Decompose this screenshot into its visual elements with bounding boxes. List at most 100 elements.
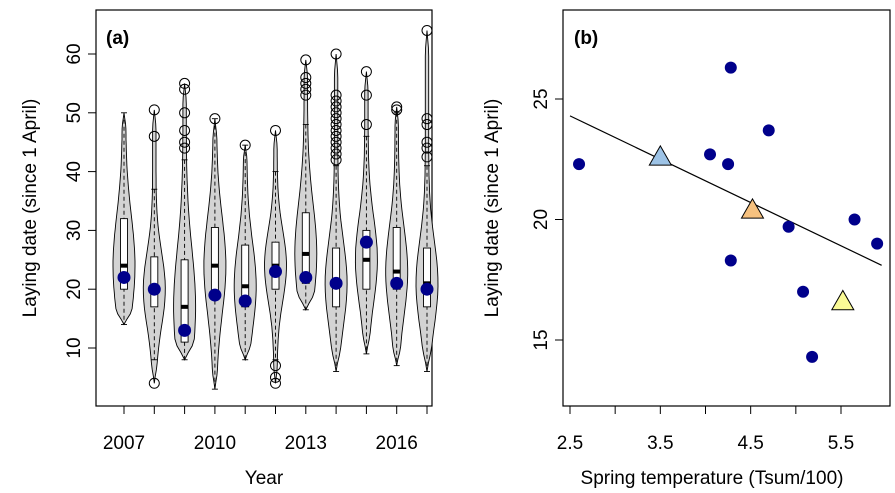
outlier-point-2014-3 <box>330 136 342 148</box>
violin-group-2016 <box>385 101 409 367</box>
violin-box-2008 <box>150 256 159 308</box>
outlier-point-2010-0 <box>209 113 221 125</box>
y-tick-label-10: 10 <box>64 337 85 358</box>
violin-body-2014 <box>324 53 348 372</box>
outlier-point-2009-5 <box>179 77 191 89</box>
mean-point-2015 <box>359 235 373 249</box>
violin-group-2017 <box>415 24 439 372</box>
outlier-point-2014-0 <box>330 154 342 166</box>
mean-point-2017 <box>420 282 434 296</box>
outlier-point-2014-11 <box>330 89 342 101</box>
violin-group-2012 <box>264 124 287 389</box>
violin-box-2009 <box>180 259 189 343</box>
outlier-point-2012-2 <box>270 360 281 372</box>
outlier-point-2014-6 <box>330 119 342 131</box>
mean-point-2008 <box>147 282 161 296</box>
outlier-point-2008-2 <box>148 104 160 116</box>
violin-group-2013 <box>294 54 318 311</box>
scatter-point-10 <box>848 213 861 226</box>
outlier-point-2013-2 <box>300 77 312 89</box>
outlier-point-2017-5 <box>421 24 433 36</box>
mean-point-2010 <box>208 288 222 302</box>
y-tick-label-25: 25 <box>531 88 552 109</box>
y-tick-label-20: 20 <box>64 279 85 300</box>
y-tick-label-15: 15 <box>531 329 552 350</box>
x-tick-label-2010: 2010 <box>194 433 236 454</box>
outlier-point-2015-2 <box>360 66 372 78</box>
violin-median-2007 <box>120 263 128 268</box>
panel-b-scatter-plot: (b) 15 20 25 2.5 3.5 4.5 5.5 Laying date (sin… <box>482 9 891 489</box>
outlier-point-2013-4 <box>300 54 312 66</box>
violin-median-2016 <box>393 269 401 274</box>
highlighted-triangle-point-1 <box>648 144 673 166</box>
mean-point-2014 <box>329 276 343 290</box>
y-tick-label-30: 30 <box>64 220 85 241</box>
violin-body-2015 <box>354 71 378 354</box>
outlier-point-2012-0 <box>270 377 281 389</box>
scatter-point-7 <box>782 220 795 233</box>
violin-group-2007 <box>112 112 136 326</box>
x-tick-label-4.5: 4.5 <box>737 433 763 454</box>
highlighted-triangle-point-3 <box>830 289 855 311</box>
outlier-point-2013-3 <box>300 72 312 84</box>
outlier-point-2014-1 <box>330 148 342 160</box>
outlier-point-2008-1 <box>148 130 160 142</box>
scatter-point-3 <box>722 158 735 171</box>
panel-a-y-axis-title: Laying date (since 1 April) <box>20 99 41 318</box>
outlier-point-2013-1 <box>300 83 312 95</box>
y-tick-label-20: 20 <box>531 209 552 230</box>
scatter-point-6 <box>762 124 775 137</box>
violin-body-2009 <box>173 83 197 361</box>
highlighted-triangle-point-2 <box>740 197 765 219</box>
outlier-point-2014-2 <box>330 142 342 154</box>
outlier-point-2009-4 <box>179 83 191 95</box>
outlier-point-2017-0 <box>421 151 433 163</box>
outlier-point-2009-3 <box>179 107 191 119</box>
scatter-point-4 <box>724 61 737 74</box>
panel-a-violin-plot: (a) 10 20 30 40 50 60 2007 2010 2013 2016 Laying… <box>20 9 439 489</box>
mean-point-2009 <box>178 323 192 337</box>
violin-group-2014 <box>324 48 348 372</box>
panel-a-label: (a) <box>106 28 129 49</box>
panel-b-plot-frame <box>562 9 891 407</box>
y-tick-label-50: 50 <box>64 102 85 123</box>
outlier-point-2012-3 <box>270 124 281 136</box>
violin-group-2009 <box>173 77 197 361</box>
outlier-point-2009-1 <box>179 136 191 148</box>
scatter-point-11 <box>871 237 884 250</box>
outlier-point-2016-1 <box>391 101 403 113</box>
violin-group-2010 <box>203 113 227 390</box>
outlier-point-2009-0 <box>179 142 191 154</box>
violin-median-2015 <box>362 257 370 262</box>
outlier-point-2016-0 <box>391 104 403 116</box>
mean-point-2016 <box>390 276 404 290</box>
violin-box-2017 <box>423 247 431 308</box>
outlier-point-2017-1 <box>421 142 433 154</box>
outlier-point-2009-2 <box>179 124 191 136</box>
outlier-point-2015-1 <box>360 89 372 101</box>
outlier-point-2014-10 <box>330 95 342 107</box>
violin-group-2011 <box>233 139 257 362</box>
regression-line <box>569 115 882 266</box>
panel-a-x-axis-title: Year <box>245 468 284 489</box>
mean-point-2007 <box>117 270 131 284</box>
mean-point-2011 <box>238 294 252 308</box>
x-tick-label-2.5: 2.5 <box>557 433 583 454</box>
violin-group-2015 <box>354 66 378 355</box>
x-tick-label-2013: 2013 <box>285 433 327 454</box>
violin-median-2010 <box>211 263 219 268</box>
outlier-point-2017-2 <box>421 136 433 148</box>
outlier-point-2008-0 <box>148 377 160 389</box>
outlier-point-2014-9 <box>330 101 342 113</box>
violin-median-2013 <box>302 251 310 256</box>
scatter-point-9 <box>806 350 819 363</box>
outlier-point-2014-4 <box>330 130 342 142</box>
violin-box-2007 <box>120 218 128 290</box>
scatter-point-1 <box>573 158 586 171</box>
outlier-point-2017-4 <box>421 113 433 125</box>
scatter-point-2 <box>704 148 717 161</box>
panel-b-label: (b) <box>574 28 598 49</box>
outlier-point-2012-1 <box>270 371 281 383</box>
x-tick-label-2016: 2016 <box>376 433 418 454</box>
